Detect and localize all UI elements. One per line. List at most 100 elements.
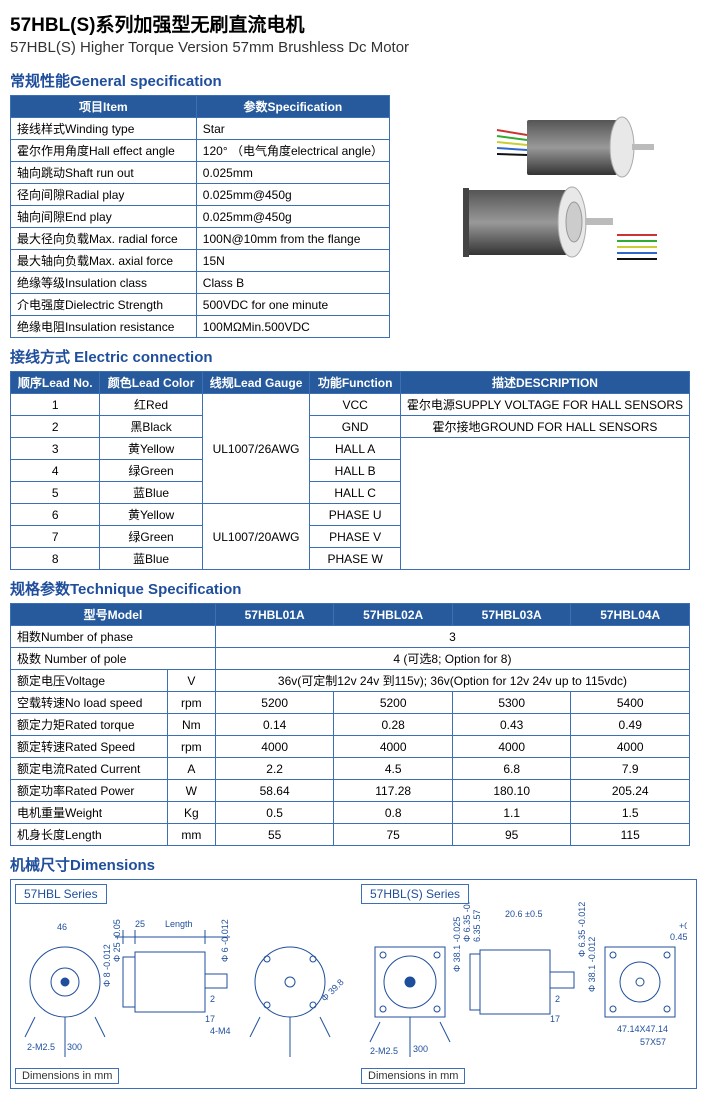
lead-no: 8 [11,548,100,570]
spec-key: 最大轴向负载Max. axial force [11,250,197,272]
spec-key: 接线样式Winding type [11,118,197,140]
col-item: 项目Item [11,96,197,118]
spec-unit: mm [167,824,215,846]
spec-val: 500VDC for one minute [196,294,389,316]
lead-func: HALL C [310,482,401,504]
spec-cell: 7.9 [571,758,690,780]
spec-row-label: 额定功率Rated Power [11,780,168,802]
spec-cell: 1.1 [452,802,571,824]
row-pole: 极数 Number of pole [11,648,216,670]
spec-key: 最大径向负载Max. radial force [11,228,197,250]
lead-no: 6 [11,504,100,526]
svg-text:2-M2.5: 2-M2.5 [370,1046,398,1056]
lead-func: PHASE W [310,548,401,570]
spec-cell: 5300 [452,692,571,714]
general-spec-table: 项目Item 参数Specification 接线样式Winding typeS… [10,95,390,338]
lead-no: 4 [11,460,100,482]
spec-row-label: 额定电流Rated Current [11,758,168,780]
row-phase: 相数Number of phase [11,626,216,648]
technique-spec-table: 型号Model 57HBL01A 57HBL02A 57HBL03A 57HBL… [10,603,690,846]
col-spec: 参数Specification [196,96,389,118]
spec-cell: 4.5 [334,758,453,780]
title-en: 57HBL(S) Higher Torque Version 57mm Brus… [10,39,697,56]
svg-text:6.35 .57: 6.35 .57 [472,909,482,942]
spec-val: 0.025mm [196,162,389,184]
spec-cell: 4000 [452,736,571,758]
spec-cell: 0.28 [334,714,453,736]
svg-text:2: 2 [210,994,215,1004]
dim-footer-2: Dimensions in mm [361,1068,465,1084]
svg-text:300: 300 [67,1042,82,1052]
lead-func: VCC [310,394,401,416]
lead-gauge: UL1007/20AWG [202,504,310,570]
spec-key: 径向间隙Radial play [11,184,197,206]
spec-cell: 5400 [571,692,690,714]
spec-row-label: 机身长度Length [11,824,168,846]
spec-cell: 5200 [215,692,334,714]
lead-color: 蓝Blue [100,548,202,570]
val-phase: 3 [215,626,689,648]
lead-color: 绿Green [100,460,202,482]
spec-unit: A [167,758,215,780]
lead-no: 1 [11,394,100,416]
spec-cell: 4000 [571,736,690,758]
val-pole: 4 (可选8; Option for 8) [215,648,689,670]
svg-text:Φ 6 -0.012: Φ 6 -0.012 [220,919,230,962]
spec-row-label: 额定力矩Rated torque [11,714,168,736]
col-function: 功能Function [310,372,401,394]
spec-val: 0.025mm@450g [196,206,389,228]
lead-desc: 霍尔电源SUPPLY VOLTAGE FOR HALL SENSORS [400,394,689,416]
spec-key: 轴向间隙End play [11,206,197,228]
col-leadcolor: 颜色Lead Color [100,372,202,394]
lead-color: 黑Black [100,416,202,438]
svg-text:46: 46 [57,922,67,932]
spec-unit: rpm [167,736,215,758]
svg-text:20.6 ±0.5: 20.6 ±0.5 [505,909,542,919]
svg-text:Φ 25 -0.05: Φ 25 -0.05 [112,919,122,962]
svg-text:2: 2 [555,994,560,1004]
col-leadno: 顺序Lead No. [11,372,100,394]
spec-key: 绝缘电阻Insulation resistance [11,316,197,338]
svg-text:300: 300 [413,1044,428,1054]
lead-desc [400,438,689,570]
svg-text:57X57: 57X57 [640,1037,666,1047]
spec-cell: 205.24 [571,780,690,802]
spec-val: Class B [196,272,389,294]
svg-text:25: 25 [135,919,145,929]
lead-func: PHASE U [310,504,401,526]
spec-row-label: 空载转速No load speed [11,692,168,714]
lead-desc: 霍尔接地GROUND FOR HALL SENSORS [400,416,689,438]
spec-val: 15N [196,250,389,272]
lead-color: 红Red [100,394,202,416]
col-leadgauge: 线规Lead Gauge [202,372,310,394]
row-voltage: 额定电压Voltage [11,670,168,692]
spec-unit: rpm [167,692,215,714]
model-2: 57HBL02A [334,604,453,626]
lead-no: 5 [11,482,100,504]
spec-cell: 0.5 [215,802,334,824]
spec-row-label: 额定转速Rated Speed [11,736,168,758]
lead-color: 绿Green [100,526,202,548]
general-spec-heading: 常规性能General specification [10,70,697,91]
svg-text:Length: Length [165,919,193,929]
lead-no: 3 [11,438,100,460]
dimensions-drawing: 57HBL Series 57HBL(S) Series [10,879,697,1089]
model-3: 57HBL03A [452,604,571,626]
dim-footer-1: Dimensions in mm [15,1068,119,1084]
spec-cell: 0.49 [571,714,690,736]
motor-photo [407,100,687,280]
spec-cell: 6.8 [452,758,571,780]
spec-cell: 95 [452,824,571,846]
spec-unit: W [167,780,215,802]
svg-text:47.14X47.14: 47.14X47.14 [617,1024,668,1034]
svg-text:Φ 38.1 -0.012: Φ 38.1 -0.012 [587,937,597,992]
svg-text:0.45: 0.45 [670,932,687,942]
lead-color: 黄Yellow [100,438,202,460]
model-1: 57HBL01A [215,604,334,626]
spec-cell: 55 [215,824,334,846]
spec-cell: 0.14 [215,714,334,736]
model-4: 57HBL04A [571,604,690,626]
spec-cell: 75 [334,824,453,846]
title-cn: 57HBL(S)系列加强型无刷直流电机 [10,10,697,37]
lead-func: HALL B [310,460,401,482]
